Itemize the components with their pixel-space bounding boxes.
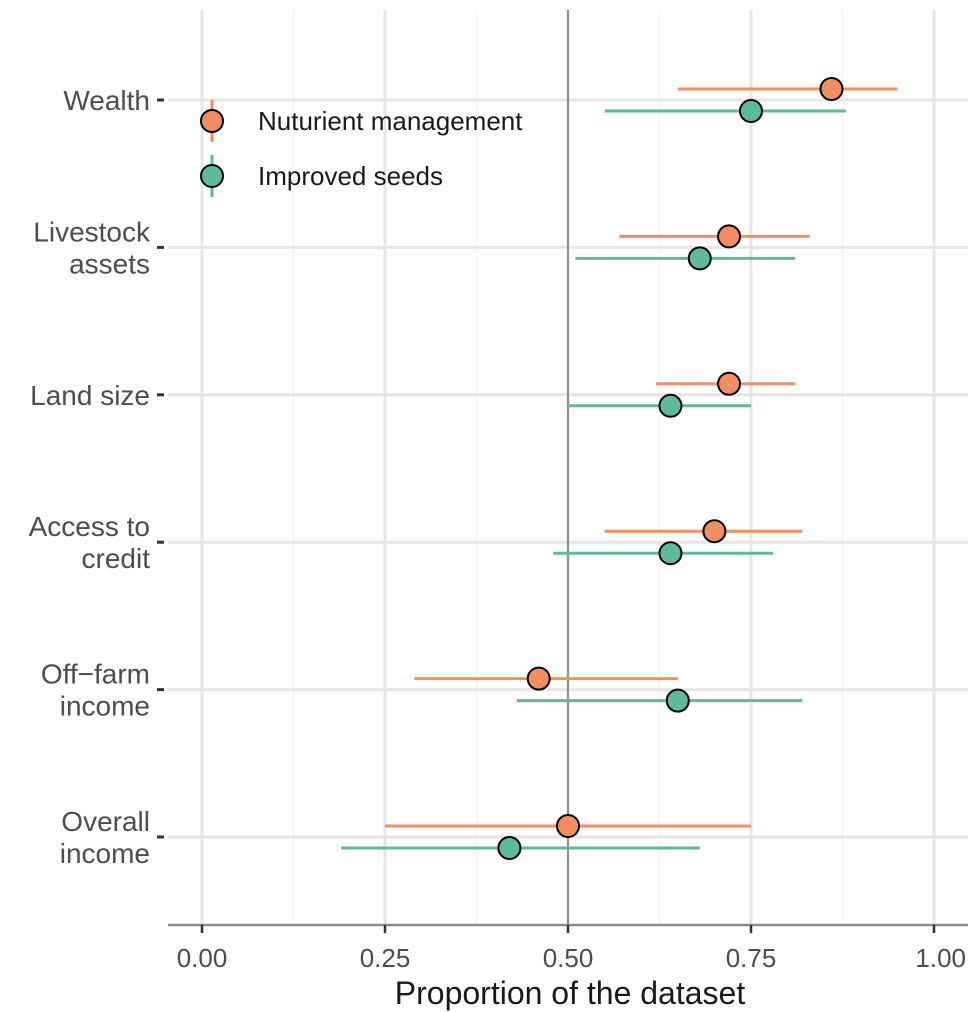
data-point [819,77,844,101]
data-point [739,99,763,123]
legend-key-point [200,109,224,133]
x-tick-label: 1.00 [915,943,966,973]
y-tick-label: income [60,838,150,869]
legend-label: Nuturient management [258,106,523,136]
y-tick-label: credit [82,543,151,574]
y-tick-label: Land size [30,380,150,411]
legend-label: Improved seeds [258,161,443,191]
data-point [497,836,522,860]
data-point [687,246,712,271]
data-points [497,77,844,860]
y-tick-label: assets [69,248,150,279]
data-point [717,224,742,249]
x-tick-label: 0.75 [726,943,777,973]
y-tick-label: Overall [61,806,150,837]
data-point [658,541,683,566]
x-tick-label: 0.00 [177,943,228,973]
legend: Nuturient management Improved seeds [200,100,523,197]
data-point [665,688,690,713]
y-tick-label: Off−farm [41,659,150,690]
x-axis: 0.00 0.25 0.50 0.75 1.00 [168,923,968,973]
data-point [658,393,683,418]
data-point [526,666,551,691]
x-axis-title: Proportion of the dataset [395,975,746,1011]
y-tick-label: Wealth [63,85,150,116]
data-point [556,814,580,838]
y-tick-label: Livestock [33,216,151,247]
data-point [702,519,727,544]
x-tick-label: 0.50 [543,943,594,973]
x-tick-label: 0.25 [360,943,411,973]
y-tick-label: Access to [29,511,150,542]
error-bars [341,87,898,850]
legend-key-point [200,164,224,188]
y-tick-label: income [60,691,150,722]
data-point [717,371,742,396]
